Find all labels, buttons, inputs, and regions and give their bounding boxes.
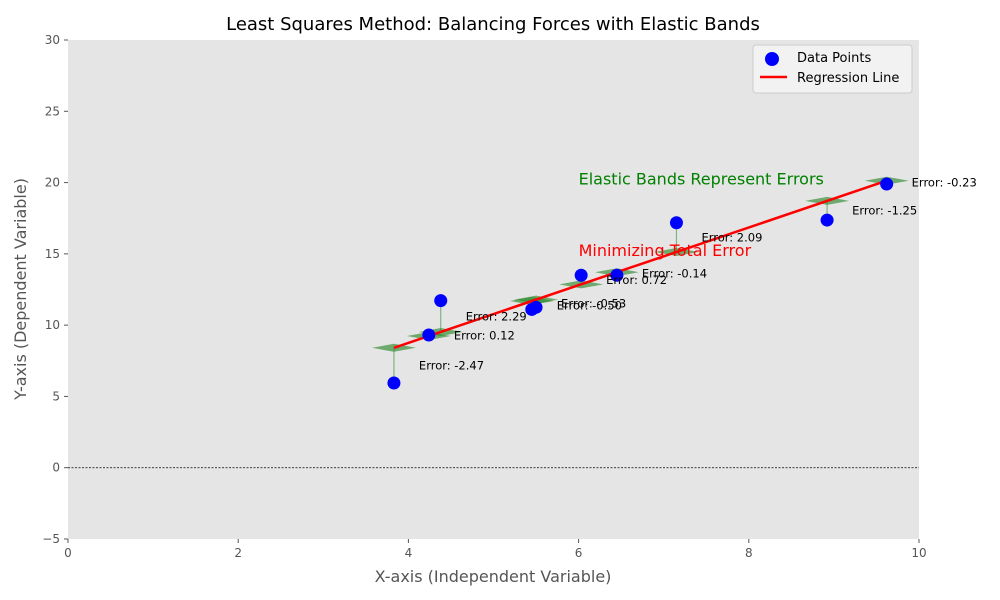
data-point [434,294,448,308]
x-axis-ticks: 0 2 4 6 8 10 [64,539,927,560]
data-point [669,216,683,230]
x-tick-label: 2 [234,546,242,560]
regression-line-group [393,179,888,349]
error-label: Error: -0.23 [912,175,977,189]
chart-title: Least Squares Method: Balancing Forces w… [226,14,760,35]
data-point [422,328,436,342]
annotations: Elastic Bands Represent Errors Minimizing… [579,170,824,260]
annotation-text: Minimizing Total Error [579,241,752,260]
data-points [387,177,894,390]
x-tick-label: 4 [405,546,413,560]
legend-label-regression-line: Regression Line [797,71,899,86]
y-tick-label: 10 [45,318,60,332]
annotation-text: Elastic Bands Represent Errors [579,170,824,189]
error-label: Error: 0.12 [454,328,515,342]
y-tick-label: 0 [52,461,60,475]
data-point [880,177,894,191]
error-label: Error: 0.72 [606,273,667,287]
data-point [529,300,543,314]
x-tick-label: 8 [745,546,753,560]
y-axis-ticks: −5 0 5 10 15 20 25 30 [42,33,68,546]
y-tick-label: 5 [52,389,60,403]
y-axis-label: Y-axis (Dependent Variable) [11,178,30,401]
y-tick-label: 20 [45,176,60,190]
error-label: Error: -0.53 [561,296,626,310]
legend-box [752,44,913,94]
x-tick-label: 0 [64,546,72,560]
plot-area [68,40,919,539]
y-tick-label: −5 [42,532,60,546]
x-tick-label: 10 [911,546,926,560]
error-label: Error: -2.47 [419,358,484,372]
data-point [574,268,588,282]
data-point [387,376,401,390]
x-axis-label: X-axis (Independent Variable) [375,567,612,586]
error-label: Error: 2.09 [701,230,762,244]
data-point [610,268,624,282]
legend-label-data-points: Data Points [797,51,871,66]
data-point [820,213,834,227]
y-tick-label: 15 [45,247,60,261]
x-tick-label: 6 [575,546,583,560]
legend: Data Points Regression Line [752,44,913,94]
error-label: Error: -0.50 [557,298,622,312]
legend-marker-data-points [765,52,779,66]
regression-line [393,179,888,349]
error-label: Error: 2.29 [466,309,527,323]
y-tick-label: 25 [45,104,60,118]
error-label: Error: -0.14 [642,267,707,281]
error-labels: Error: -2.47 Error: 0.12 Error: 2.29 Error:… [419,175,977,372]
y-tick-label: 30 [45,33,60,47]
error-label: Error: -1.25 [852,203,917,217]
